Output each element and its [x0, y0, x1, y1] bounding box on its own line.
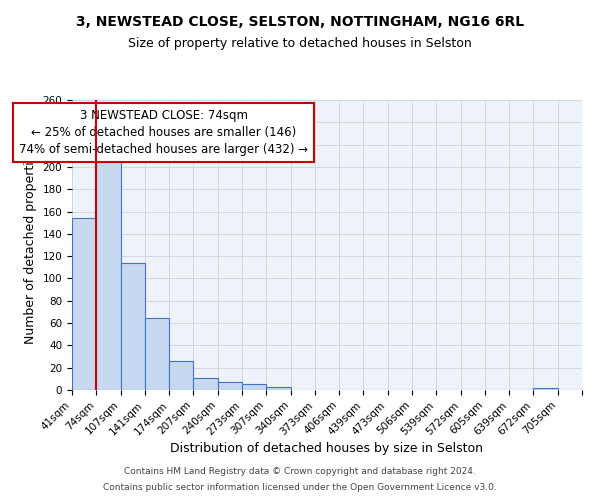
- Bar: [96, 157, 121, 390]
- Bar: [242, 384, 266, 390]
- Bar: [218, 382, 242, 390]
- Y-axis label: Number of detached properties: Number of detached properties: [24, 146, 37, 344]
- Text: Contains public sector information licensed under the Open Government Licence v3: Contains public sector information licen…: [103, 484, 497, 492]
- Bar: [121, 263, 145, 390]
- Bar: [266, 386, 290, 390]
- Bar: [533, 388, 558, 390]
- Text: Contains HM Land Registry data © Crown copyright and database right 2024.: Contains HM Land Registry data © Crown c…: [124, 467, 476, 476]
- Text: 3, NEWSTEAD CLOSE, SELSTON, NOTTINGHAM, NG16 6RL: 3, NEWSTEAD CLOSE, SELSTON, NOTTINGHAM, …: [76, 15, 524, 29]
- Text: Size of property relative to detached houses in Selston: Size of property relative to detached ho…: [128, 38, 472, 51]
- Bar: [145, 318, 169, 390]
- Text: 3 NEWSTEAD CLOSE: 74sqm
← 25% of detached houses are smaller (146)
74% of semi-d: 3 NEWSTEAD CLOSE: 74sqm ← 25% of detache…: [19, 108, 308, 156]
- Bar: [193, 378, 218, 390]
- X-axis label: Distribution of detached houses by size in Selston: Distribution of detached houses by size …: [170, 442, 484, 455]
- Bar: [72, 218, 96, 390]
- Bar: [169, 361, 193, 390]
